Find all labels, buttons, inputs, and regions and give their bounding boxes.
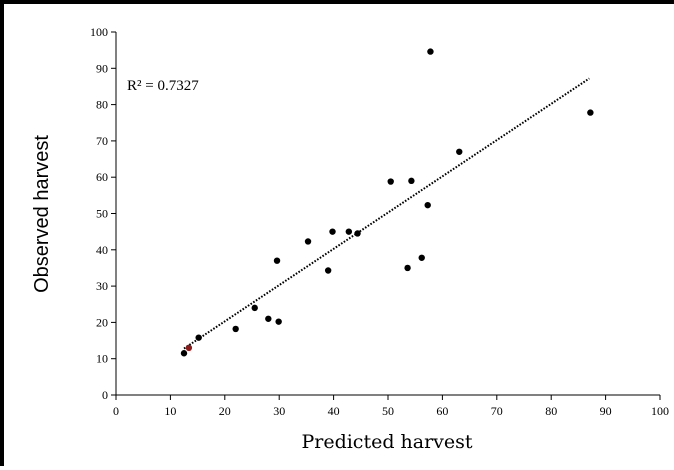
y-tick-label: 50 — [96, 207, 108, 221]
x-tick-label: 80 — [545, 404, 557, 418]
y-tick-label: 20 — [96, 315, 108, 329]
y-tick-label: 70 — [96, 134, 108, 148]
trendline — [183, 77, 590, 350]
data-point — [424, 201, 431, 209]
y-tick-label: 90 — [96, 61, 108, 75]
scatter-chart: 0 10 20 30 40 50 60 70 80 90 100 0 10 20 30 40 50 60 70 80… — [31, 25, 669, 453]
data-point — [232, 325, 239, 333]
data-point — [275, 318, 282, 325]
r-squared-annotation: R² = 0.7327 — [127, 78, 199, 94]
x-tick-label: 70 — [491, 404, 503, 418]
data-point — [456, 148, 463, 155]
data-point — [195, 334, 202, 341]
data-point — [408, 177, 415, 185]
y-tick-label: 80 — [96, 98, 108, 112]
x-axis-ticks: 0 10 20 30 40 50 60 70 80 90 100 — [113, 395, 669, 418]
data-point — [324, 267, 332, 274]
y-tick-label: 100 — [90, 25, 108, 39]
data-point — [329, 228, 336, 235]
x-tick-label: 90 — [600, 404, 612, 418]
data-point — [587, 109, 594, 116]
data-point — [304, 238, 312, 245]
data-point — [273, 257, 281, 264]
x-tick-label: 100 — [651, 404, 669, 418]
data-point — [345, 228, 353, 235]
data-point — [180, 350, 188, 357]
x-tick-label: 30 — [273, 404, 285, 418]
x-tick-label: 0 — [113, 404, 119, 418]
y-tick-label: 40 — [96, 243, 108, 257]
data-point — [404, 264, 411, 272]
x-tick-label: 60 — [436, 404, 448, 418]
data-point — [265, 315, 272, 322]
data-point — [418, 254, 425, 261]
data-point — [387, 178, 394, 185]
y-tick-label: 30 — [96, 279, 108, 293]
x-tick-label: 10 — [164, 404, 176, 418]
data-points — [180, 48, 594, 357]
y-tick-label: 0 — [102, 388, 108, 402]
x-tick-label: 20 — [219, 404, 231, 418]
y-tick-label: 10 — [96, 352, 108, 366]
data-point — [427, 48, 434, 55]
y-tick-label: 60 — [96, 170, 108, 184]
data-point — [354, 230, 361, 237]
y-axis-label: Observed harvest — [31, 135, 53, 293]
x-axis-label: Predicted harvest — [301, 431, 472, 453]
y-axis-ticks: 0 10 20 30 40 50 60 70 80 90 100 — [90, 25, 116, 402]
x-tick-label: 50 — [382, 404, 394, 418]
data-point — [185, 344, 193, 352]
x-tick-label: 40 — [328, 404, 340, 418]
data-point — [251, 304, 258, 312]
